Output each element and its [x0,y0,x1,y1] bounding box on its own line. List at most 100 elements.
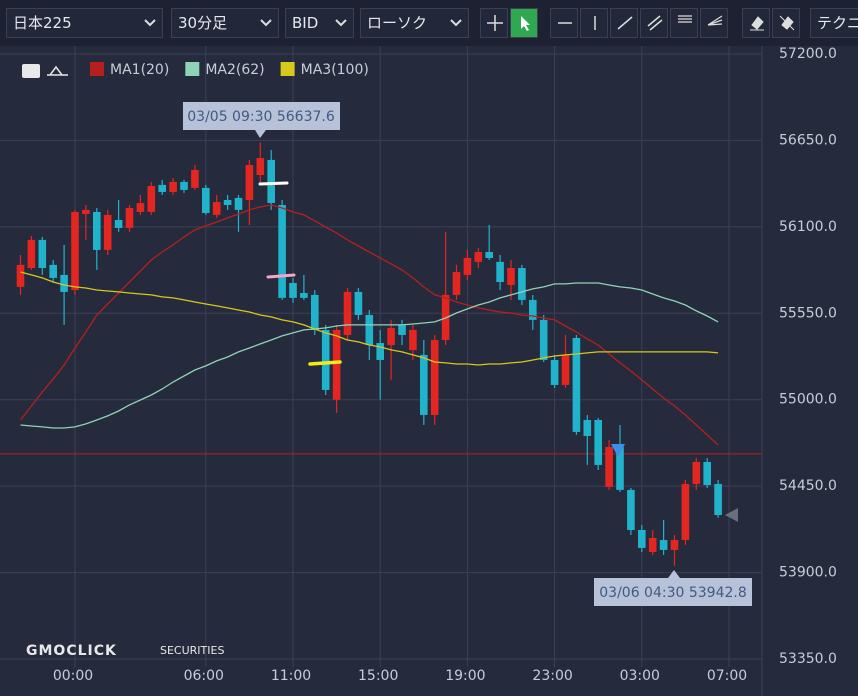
price-type-dropdown[interactable]: BID [285,8,354,38]
candle-body [49,264,57,278]
price-marker [725,508,738,522]
y-tick-label: 56650.0 [779,132,837,148]
annotation-pointer [668,570,680,578]
candle-body [561,354,570,385]
channel-button[interactable] [640,8,668,38]
drawn-line[interactable] [258,181,289,186]
crosshair-button[interactable] [480,8,508,38]
candle-body [638,529,646,548]
candle-body [420,354,428,415]
y-tick-label: 53350.0 [779,651,837,667]
x-tick-label: 03:00 [620,668,660,684]
candle-body [82,209,90,214]
symbol-dropdown[interactable]: 日本225 [6,8,163,38]
candle-body [594,419,602,465]
x-tick-label: 19:00 [445,668,485,684]
candle-body [714,483,722,516]
candle-body [71,211,79,291]
annotation-low: 03/06 04:30 53942.8 [594,570,752,606]
vline-button[interactable] [580,8,608,38]
candle-body [452,271,461,295]
candle-body [114,219,123,228]
candle-body [550,359,559,385]
indicator-menu[interactable]: テクニ [810,8,858,38]
annotation-box [183,102,340,130]
legend-swatch [185,62,200,76]
candle-body [202,187,210,214]
annotation-pointer [255,130,266,138]
icon [678,15,692,23]
candle-body [147,186,156,212]
legend-label: MA3(100) [301,62,369,78]
candle-body [616,447,624,490]
candle-body [430,340,439,415]
candle-body [387,327,395,346]
legend-swatch [90,62,104,76]
fibo-retracement-button[interactable] [670,8,698,38]
candle-body [38,239,47,269]
x-tick-label: 07:00 [707,668,747,684]
ma-line [20,282,719,429]
candle-body [681,483,690,541]
icon [647,15,663,31]
candle-body [365,315,374,346]
chevron [450,19,462,27]
erase-all-button[interactable] [772,8,800,38]
candle-body [158,184,166,192]
y-tick-label: 57200.0 [779,46,837,62]
candle-body [507,268,515,285]
icon [779,15,795,31]
y-tick-label: 53900.0 [779,565,837,581]
candle-body [343,291,352,335]
chevron [144,19,156,27]
x-tick-label: 15:00 [358,668,398,684]
icon [707,15,723,26]
drawings [258,181,738,522]
candle-body [16,264,25,287]
candle-body [539,319,548,360]
indicator: テクニ [817,14,858,32]
candle-body [648,538,657,552]
candle-body [354,291,363,316]
candle-body [125,208,134,228]
candle-body [474,252,483,262]
candle-body [103,214,112,250]
candle-body [496,261,504,283]
hline-button[interactable] [550,8,578,38]
candle-body [169,181,177,192]
candle-body [256,158,265,175]
icon [558,22,572,24]
price-type: BID [292,14,319,32]
legend-icon[interactable] [22,64,40,78]
candle-body [289,282,297,298]
candle-body [583,419,592,437]
icon [487,15,503,31]
candle-body [529,299,537,320]
icon [594,16,596,30]
fibo-fan-button[interactable] [700,8,728,38]
brand-logo: GMOCLICK [26,643,117,659]
candle-body [321,329,330,390]
trendline-button[interactable] [610,8,638,38]
drawn-line[interactable] [308,360,342,366]
legend-icon[interactable] [47,65,68,76]
annotation-text: 03/06 04:30 53942.8 [599,585,747,601]
y-tick-label: 56100.0 [779,219,837,235]
timeframe-dropdown[interactable]: 30分足 [171,8,279,38]
cursor-button[interactable] [510,8,538,38]
legend-label: MA2(62) [205,62,264,78]
chart-style-dropdown[interactable]: ローソク [360,8,469,38]
candle-body [703,461,711,486]
drawn-line[interactable] [266,273,296,279]
erase-button[interactable] [742,8,770,38]
candle-body [670,540,679,550]
ma-line [19,204,719,446]
symbol: 日本225 [13,14,72,32]
candle-body [136,202,145,212]
x-tick-label: 11:00 [271,668,311,684]
legend-label: MA1(20) [110,62,169,78]
candle-body [376,342,384,360]
candle-body [212,202,221,215]
candle-body [234,197,243,210]
